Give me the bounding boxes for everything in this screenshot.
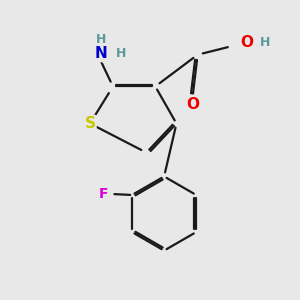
Text: S: S	[85, 116, 95, 131]
Text: O: O	[241, 35, 254, 50]
Text: O: O	[186, 97, 199, 112]
Text: N: N	[94, 46, 107, 61]
Text: H: H	[260, 36, 270, 49]
Text: H: H	[95, 33, 106, 46]
Text: H: H	[116, 47, 126, 60]
Text: F: F	[99, 187, 109, 201]
